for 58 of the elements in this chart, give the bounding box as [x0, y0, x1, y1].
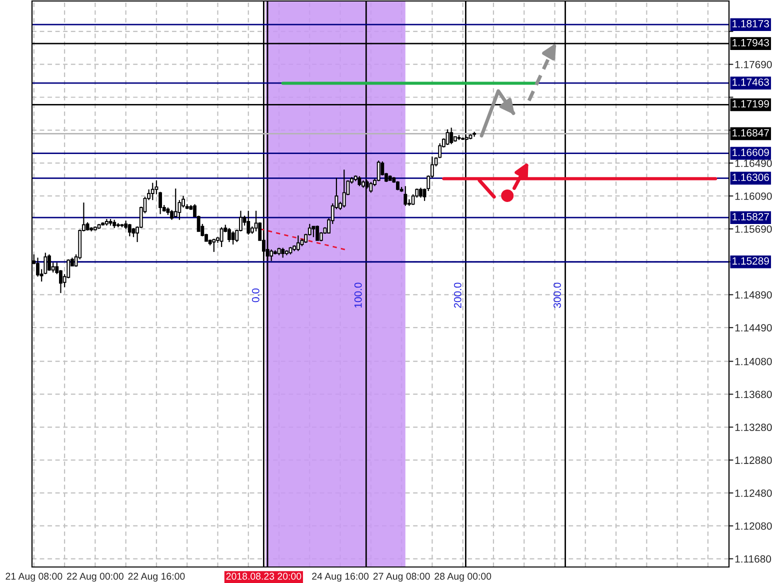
candlestick: [212, 238, 216, 252]
candlestick: [369, 181, 373, 194]
y-tick-label: 1.13680: [735, 390, 772, 398]
ref-line-label: 1.15289: [732, 257, 769, 265]
ref-line-label: 1.16609: [732, 148, 769, 156]
y-tick-label: 1.11680: [735, 555, 772, 563]
ref-line-label: 1.15827: [732, 213, 769, 220]
candlestick: [48, 254, 51, 272]
y-tick-label: 1.12880: [735, 456, 772, 464]
y-tick-label: 1.17690: [735, 60, 772, 68]
y-tick-label: 1.16090: [735, 192, 772, 200]
candlestick: [296, 234, 300, 252]
y-tick-label: 1.13280: [735, 424, 772, 432]
y-tick-label: 1.16490: [735, 160, 772, 167]
candlestick: [132, 228, 136, 238]
x-tick-label: 22 Aug 00:00: [67, 572, 124, 582]
candlestick: [312, 226, 316, 238]
candlestick: [404, 186, 408, 206]
ref-line-label: 1.17463: [732, 78, 769, 86]
y-tick-label: 1.14890: [735, 291, 772, 299]
ref-line-label: 1.16847: [732, 129, 769, 136]
candlestick: [246, 210, 250, 236]
y-tick-label: 1.15690: [735, 225, 772, 233]
y-tick-label: 1.12080: [735, 522, 772, 530]
candlestick: [170, 209, 174, 220]
candlestick: [228, 228, 231, 243]
candlestick: [316, 225, 320, 241]
ref-line-label: 1.17943: [732, 38, 769, 46]
annotation: 300.0: [554, 282, 561, 308]
x-tick-label: 2018.08.23 20:00: [226, 572, 302, 580]
x-tick-label: 24 Aug 16:00: [312, 572, 369, 582]
candlestick: [174, 188, 178, 218]
candlestick: [270, 248, 274, 262]
y-tick-label: 1.14490: [735, 324, 772, 332]
annotation: 0.0: [252, 288, 260, 302]
candlestick: [376, 160, 380, 182]
candlestick: [150, 182, 154, 201]
candlestick: [36, 257, 40, 278]
candlestick: [281, 247, 285, 258]
candlestick: [358, 176, 362, 187]
x-tick-label: 22 Aug 16:00: [128, 572, 185, 582]
x-tick-label: 27 Aug 08:00: [373, 572, 430, 582]
candlestick: [419, 187, 422, 198]
y-tick-label: 1.14080: [735, 358, 772, 366]
y-tick-label: 1.12480: [735, 489, 772, 497]
candlestick: [128, 223, 132, 237]
candlestick: [342, 169, 346, 208]
annotation: 200.0: [454, 282, 462, 308]
x-tick-label: 28 Aug 00:00: [434, 572, 492, 582]
candlestick: [446, 128, 450, 146]
ref-line-label: 1.17199: [732, 100, 769, 108]
candlestick: [231, 230, 235, 246]
candlestick: [220, 226, 224, 248]
candlestick: [450, 127, 454, 145]
ref-line-label: 1.18173: [732, 20, 769, 28]
annotation: 100.0: [354, 282, 362, 308]
x-tick-label: 21 Aug 08:00: [6, 572, 62, 582]
ref-line-label: 1.16306: [732, 174, 769, 181]
